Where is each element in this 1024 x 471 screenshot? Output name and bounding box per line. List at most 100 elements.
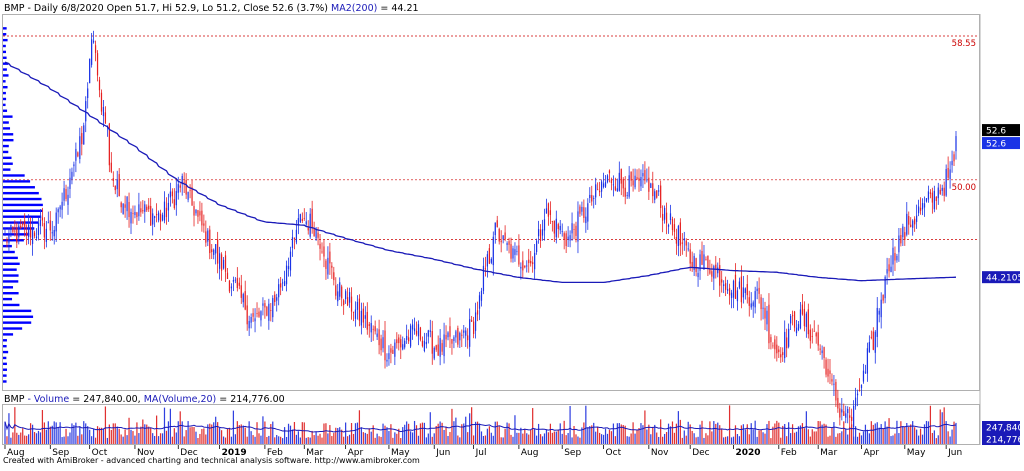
candle-body (459, 332, 461, 341)
candle-body (815, 332, 817, 337)
price-header-ma-label: MA2(200) (331, 3, 377, 14)
x-tick-label: Sep (52, 448, 69, 458)
volume-bar (104, 406, 107, 444)
volume-bar (199, 433, 201, 444)
candle-body (469, 319, 471, 347)
volume-bar (689, 424, 691, 444)
volume-bar (313, 435, 315, 444)
volume-bar (165, 430, 168, 444)
volume-bar (648, 424, 650, 444)
candle-body (522, 260, 524, 271)
volume-bar (669, 426, 672, 444)
volume-bar (8, 413, 10, 444)
volume-bar (644, 410, 646, 444)
candle-body (860, 384, 863, 389)
volume-bar (813, 431, 815, 444)
candle-body (291, 237, 294, 249)
candle-body (380, 338, 382, 351)
candle-body (524, 265, 526, 268)
candle-body (898, 235, 900, 253)
volume-bar (492, 435, 494, 444)
candle-body (510, 244, 512, 259)
volume-bar (484, 435, 487, 444)
candle-body (506, 243, 508, 246)
volume-bar (870, 421, 872, 444)
candle-body (211, 249, 213, 253)
x-tick-label: Nov (651, 448, 669, 458)
x-tick-label: Dec (692, 448, 709, 458)
volume-bar (16, 432, 18, 444)
volume-bar (423, 422, 425, 444)
candle-body (786, 337, 788, 349)
volume-bar (453, 421, 455, 444)
volume-bar (874, 423, 876, 444)
candle-body (640, 177, 642, 187)
candle-body (451, 339, 453, 344)
volume-bar (413, 420, 416, 444)
volume-bar (45, 429, 47, 444)
volume-bar (486, 428, 489, 444)
candle-body (831, 379, 833, 382)
candle-body (512, 248, 514, 259)
volume-bar (183, 436, 185, 444)
volume-bar (624, 425, 626, 444)
candle-body (536, 240, 538, 253)
candle-body (350, 296, 353, 312)
volume-bar (441, 422, 443, 444)
volume-bar (417, 435, 420, 444)
x-tick-label: May (907, 448, 926, 458)
volume-bar (699, 424, 701, 444)
candle-body (175, 191, 177, 206)
profile-bar (3, 239, 24, 242)
candle-body (301, 218, 303, 222)
profile-bar (3, 303, 20, 307)
candle-body (541, 229, 544, 236)
candle-body (335, 285, 337, 296)
volume-bar (524, 428, 526, 444)
candle-body (583, 207, 585, 218)
volume-bar (935, 438, 937, 444)
candle-body (774, 339, 776, 350)
volume-bar (900, 421, 902, 444)
candle-body (215, 244, 217, 254)
candle-body (398, 337, 400, 344)
volume-bar (526, 433, 528, 444)
ma200-value-label-bg (982, 271, 1020, 284)
candle-body (463, 330, 465, 333)
candle-body (878, 310, 880, 315)
volume-bar (561, 433, 563, 444)
volume-bar (498, 426, 500, 444)
candle-body (772, 345, 774, 347)
volume-bar (795, 431, 798, 444)
volume-bar (65, 428, 67, 444)
candle-body (851, 416, 853, 421)
candle-body (725, 283, 727, 290)
candle-body (868, 342, 870, 353)
candle-body (766, 310, 768, 325)
volume-bar (77, 435, 79, 444)
candle-body (866, 348, 869, 374)
profile-bar (3, 256, 18, 260)
candle-body (620, 168, 622, 184)
volume-bar (406, 421, 408, 444)
candle-body (896, 255, 898, 261)
profile-bar (3, 127, 11, 130)
volume-bar (872, 424, 874, 444)
volume-bar (943, 407, 945, 444)
volume-bar (124, 429, 126, 444)
candle-body (884, 276, 886, 299)
candle-body (41, 217, 44, 221)
price-header-info: - Daily 6/8/2020 Open 51.7, Hi 52.9, Lo … (24, 3, 331, 14)
volume-bar (593, 422, 595, 444)
candle-body (234, 279, 236, 281)
ma200-line (4, 61, 957, 284)
candle-body (872, 331, 874, 350)
candle-body (652, 183, 654, 197)
volume-bar (618, 423, 620, 444)
x-tick-label: May (391, 448, 410, 458)
candle-body (644, 170, 646, 181)
candle-body (728, 288, 731, 296)
volume-bar (719, 425, 721, 444)
candle-body (900, 235, 902, 244)
volume-bar (207, 424, 209, 444)
